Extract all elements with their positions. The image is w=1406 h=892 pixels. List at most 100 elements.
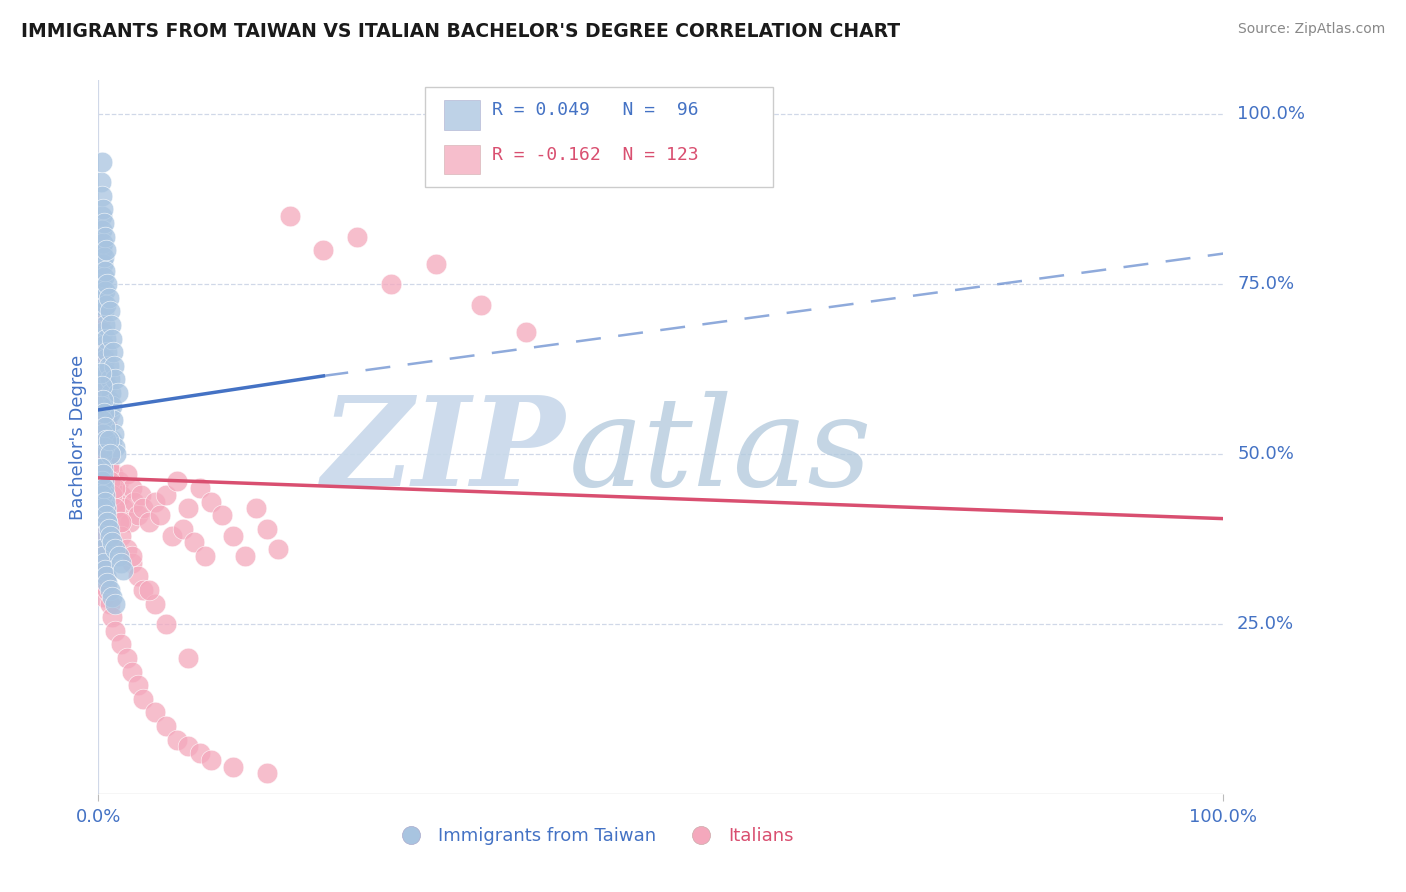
Point: [93, 338, 115, 352]
Point: [104, 542, 127, 557]
Point: [177, 501, 200, 516]
Point: [96, 515, 118, 529]
Point: [93, 440, 115, 454]
Text: IMMIGRANTS FROM TAIWAN VS ITALIAN BACHELOR'S DEGREE CORRELATION CHART: IMMIGRANTS FROM TAIWAN VS ITALIAN BACHEL…: [21, 22, 900, 41]
Point: [93, 372, 115, 386]
Point: [98, 447, 121, 461]
Point: [94, 508, 117, 523]
Point: [107, 515, 129, 529]
Point: [90, 209, 112, 223]
Point: [91, 202, 114, 217]
Point: [346, 229, 368, 244]
Point: [470, 297, 492, 311]
Point: [90, 297, 112, 311]
Point: [96, 277, 118, 292]
Point: [233, 549, 256, 563]
Point: [91, 515, 114, 529]
Point: [105, 494, 128, 508]
Point: [90, 481, 112, 495]
Point: [91, 467, 114, 482]
Text: 100.0%: 100.0%: [1237, 105, 1305, 123]
Point: [110, 528, 132, 542]
Point: [90, 434, 112, 448]
Point: [96, 297, 118, 311]
Point: [101, 535, 124, 549]
Point: [90, 528, 112, 542]
Point: [124, 494, 146, 508]
Point: [94, 284, 117, 298]
Point: [90, 460, 112, 475]
Point: [143, 706, 166, 720]
Point: [94, 229, 117, 244]
Y-axis label: Bachelor's Degree: Bachelor's Degree: [69, 354, 87, 520]
Point: [90, 426, 112, 441]
Point: [90, 488, 112, 502]
Point: [93, 460, 115, 475]
Point: [90, 175, 112, 189]
Point: [127, 508, 149, 523]
Point: [98, 475, 121, 489]
Point: [91, 501, 114, 516]
Point: [200, 753, 222, 767]
Point: [90, 576, 112, 591]
Point: [94, 420, 117, 434]
Point: [143, 494, 166, 508]
Text: R = 0.049   N =  96: R = 0.049 N = 96: [492, 102, 699, 120]
Point: [93, 494, 115, 508]
Point: [90, 549, 112, 563]
Point: [256, 766, 278, 780]
Point: [100, 385, 122, 400]
Point: [96, 243, 118, 257]
Point: [90, 243, 112, 257]
Point: [188, 746, 211, 760]
Text: 50.0%: 50.0%: [1237, 445, 1294, 463]
Point: [97, 481, 120, 495]
Point: [94, 556, 117, 570]
Point: [93, 216, 115, 230]
Point: [94, 563, 117, 577]
Point: [94, 379, 117, 393]
Point: [91, 236, 114, 251]
Point: [96, 447, 118, 461]
Point: [91, 549, 114, 563]
Point: [93, 481, 115, 495]
Point: [98, 528, 121, 542]
Point: [101, 488, 124, 502]
Point: [94, 263, 117, 277]
FancyBboxPatch shape: [444, 145, 479, 175]
Point: [121, 665, 143, 679]
Point: [112, 563, 135, 577]
Point: [101, 467, 124, 482]
Point: [101, 610, 124, 624]
Point: [177, 651, 200, 665]
Point: [96, 345, 118, 359]
Text: 25.0%: 25.0%: [1237, 615, 1295, 633]
Point: [90, 447, 112, 461]
Point: [94, 475, 117, 489]
Point: [96, 434, 118, 448]
Point: [98, 372, 121, 386]
Point: [121, 481, 143, 495]
Point: [96, 582, 118, 597]
Point: [278, 209, 301, 223]
Point: [177, 739, 200, 754]
Point: [97, 392, 120, 407]
Point: [96, 508, 118, 523]
Point: [96, 454, 118, 468]
Point: [91, 345, 114, 359]
Point: [132, 582, 155, 597]
Point: [93, 250, 115, 264]
Point: [110, 637, 132, 651]
Point: [89, 447, 111, 461]
Point: [94, 420, 117, 434]
Point: [90, 542, 112, 557]
Point: [94, 351, 117, 366]
Point: [138, 582, 160, 597]
Point: [90, 528, 112, 542]
Point: [312, 243, 335, 257]
Point: [91, 447, 114, 461]
Point: [97, 359, 120, 373]
Point: [90, 563, 112, 577]
Point: [90, 475, 112, 489]
Point: [100, 318, 122, 332]
